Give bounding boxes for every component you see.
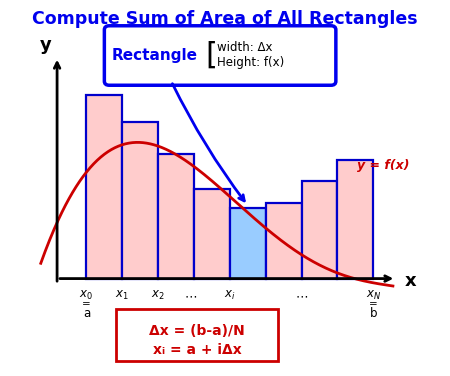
Bar	[158, 154, 194, 279]
Text: [: [	[206, 41, 217, 70]
Text: =: =	[82, 299, 91, 309]
Bar	[338, 159, 374, 279]
FancyBboxPatch shape	[117, 309, 278, 361]
Text: $x_1$: $x_1$	[115, 290, 129, 303]
Bar	[230, 208, 266, 279]
Bar	[122, 122, 158, 279]
Text: Δx = (b-a)/N: Δx = (b-a)/N	[149, 324, 245, 338]
Bar	[266, 203, 302, 279]
Bar	[194, 190, 230, 279]
Bar	[86, 95, 122, 279]
Text: Height: f(x): Height: f(x)	[217, 56, 284, 69]
Text: $x_0$: $x_0$	[80, 290, 93, 303]
Text: width: Δx: width: Δx	[217, 41, 272, 54]
Text: xᵢ = a + iΔx: xᵢ = a + iΔx	[153, 343, 242, 357]
Text: b: b	[369, 307, 377, 320]
Text: =: =	[369, 299, 378, 309]
Text: y: y	[40, 36, 52, 54]
Text: Rectangle: Rectangle	[112, 48, 198, 63]
Bar	[302, 181, 338, 279]
Text: $\cdots$: $\cdots$	[184, 290, 197, 302]
Text: a: a	[83, 307, 90, 320]
Text: $x_N$: $x_N$	[366, 290, 381, 303]
FancyBboxPatch shape	[104, 26, 336, 85]
Text: $x_2$: $x_2$	[151, 290, 165, 303]
Text: y = f(x): y = f(x)	[357, 159, 410, 171]
Text: $\cdots$: $\cdots$	[295, 290, 308, 302]
Text: x: x	[405, 272, 416, 290]
Text: Compute Sum of Area of All Rectangles: Compute Sum of Area of All Rectangles	[32, 9, 418, 27]
Text: $x_i$: $x_i$	[224, 290, 236, 303]
